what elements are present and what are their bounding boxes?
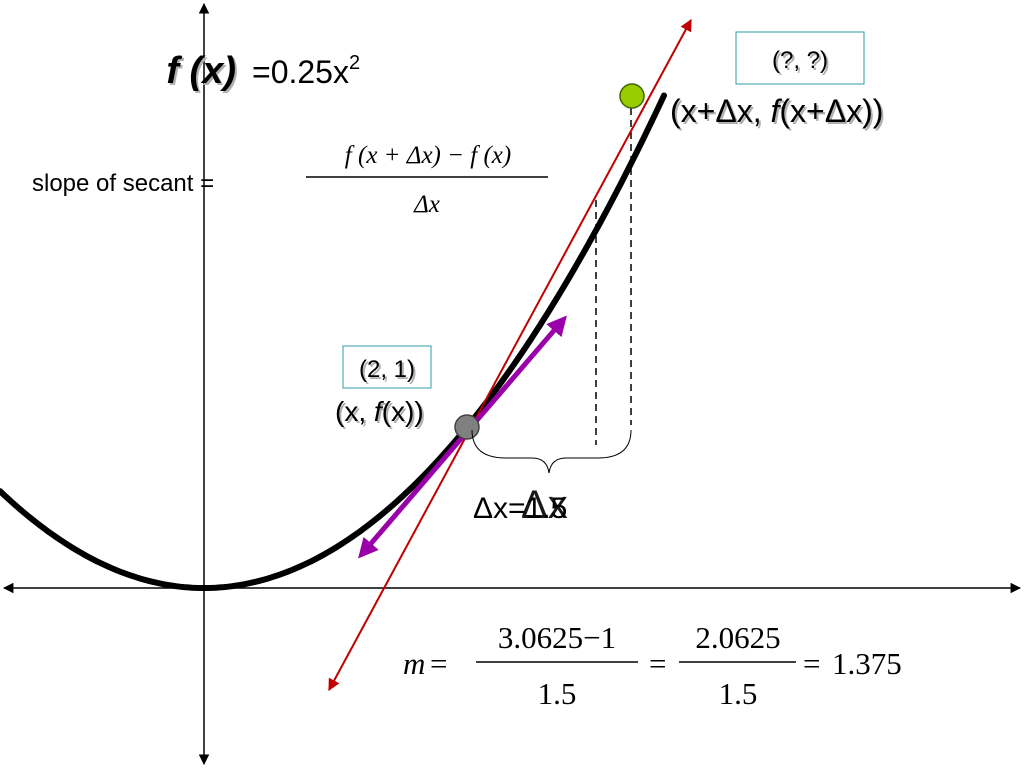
slope-num-1: 3.0625−1 bbox=[498, 620, 616, 655]
delta-x-label: Δx bbox=[521, 483, 568, 527]
secant-numerator: f (x + Δx) − f (x) bbox=[345, 142, 511, 169]
slope-m: m bbox=[403, 646, 425, 681]
slope-eq-2: = bbox=[649, 646, 666, 681]
function-rule-base: =0.25x bbox=[252, 54, 349, 90]
point-b-label: (x+Δx, f(x+Δx)) bbox=[672, 95, 885, 131]
point-b-coords: (?, ?) bbox=[772, 47, 828, 74]
point-a-coords: (2, 1) bbox=[361, 358, 417, 385]
slope-den-2: 1.5 bbox=[719, 676, 758, 711]
point-a-label: (x, f(x)) bbox=[335, 396, 424, 427]
point-a-marker bbox=[454, 414, 480, 440]
point-a-label: (x, f(x)) bbox=[337, 398, 426, 429]
point-b-label: (x+Δx, f(x+Δx)) bbox=[670, 93, 883, 129]
point-a-coords-box bbox=[342, 345, 432, 389]
slope-eq-1: = bbox=[430, 646, 447, 681]
secant-denominator: Δx bbox=[413, 191, 440, 218]
delta-x-value: Δx=1.5 bbox=[473, 492, 567, 525]
function-name: f (x) bbox=[166, 50, 236, 92]
function-rule-exponent: 2 bbox=[349, 52, 360, 74]
function-rule: =0.25x2 bbox=[252, 52, 360, 90]
point-b-marker bbox=[619, 83, 645, 109]
slope-result: 1.375 bbox=[832, 646, 902, 681]
point-b-coords-box bbox=[735, 31, 865, 85]
slope-num-2: 2.0625 bbox=[695, 620, 780, 655]
delta-brace bbox=[471, 429, 632, 474]
point-a-coords: (2, 1) bbox=[359, 356, 415, 383]
slope-den-1: 1.5 bbox=[538, 676, 577, 711]
point-b-coords: (?, ?) bbox=[774, 49, 830, 76]
secant-label: slope of secant = bbox=[32, 170, 214, 197]
function-name: f (x) bbox=[168, 52, 238, 94]
slope-eq-3: = bbox=[803, 646, 820, 681]
